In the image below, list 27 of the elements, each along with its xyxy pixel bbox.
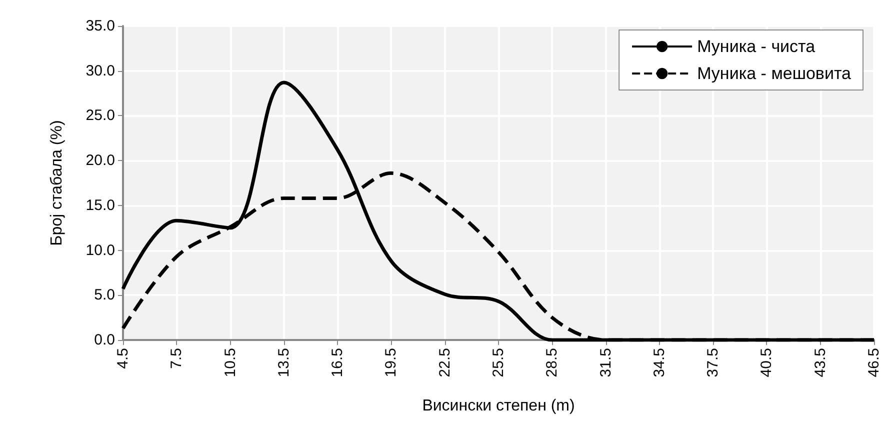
y-tick-label: 5.0: [94, 286, 115, 304]
y-tick-label: 15.0: [86, 196, 115, 214]
x-tick-label: 28.5: [544, 348, 561, 378]
x-axis-title: Висински степен (m): [422, 398, 575, 414]
x-tick-label: 40.5: [758, 348, 776, 378]
x-tick-label: 4.5: [114, 348, 132, 369]
x-tick-label: 46.5: [866, 348, 882, 378]
legend-label: Муника - чиста: [697, 37, 816, 56]
y-axis-title: Број стабала (%): [48, 120, 66, 246]
x-tick-label: 31.5: [597, 348, 614, 378]
x-tick-label: 16.5: [329, 348, 346, 378]
y-tick-label: 10.0: [86, 242, 115, 259]
x-tick-label: 13.5: [275, 348, 292, 378]
y-tick-label: 20.0: [86, 152, 115, 170]
x-tick-label: 25.5: [490, 348, 507, 378]
x-tick-label: 43.5: [812, 348, 829, 378]
y-tick-label: 0.0: [94, 332, 115, 348]
x-tick-label: 7.5: [168, 348, 186, 369]
y-tick-label: 25.0: [86, 107, 115, 124]
y-tick-label: 35.0: [86, 18, 115, 34]
y-tick-label: 30.0: [86, 62, 115, 80]
x-tick-label: 34.5: [650, 348, 668, 378]
x-tick-label: 10.5: [222, 348, 239, 378]
x-tick-label: 37.5: [704, 348, 722, 378]
legend-label: Муника - мешовита: [697, 64, 852, 83]
x-tick-label: 22.5: [436, 348, 454, 378]
x-tick-label: 19.5: [382, 348, 400, 378]
